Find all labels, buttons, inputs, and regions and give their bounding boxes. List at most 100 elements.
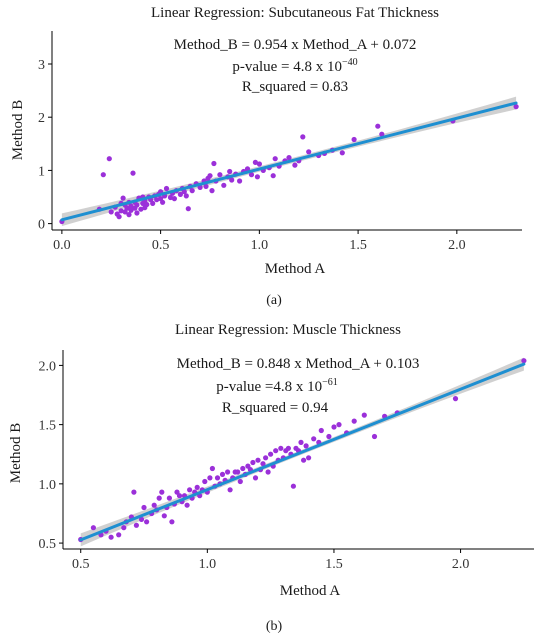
data-point — [203, 183, 209, 189]
chart-b-y-label: Method B — [8, 423, 24, 483]
data-point — [160, 199, 166, 205]
data-point — [90, 525, 96, 531]
x-tick-label: 2.0 — [448, 238, 466, 253]
data-point — [161, 513, 167, 519]
data-point — [255, 457, 261, 463]
data-point — [270, 173, 276, 179]
data-point — [163, 185, 170, 192]
data-point — [128, 207, 134, 213]
chart-b: Linear Regression: Muscle Thickness Meth… — [8, 322, 534, 634]
chart-a-pvalue-exponent: −40 — [342, 57, 358, 68]
data-point — [521, 358, 527, 364]
data-point — [375, 123, 381, 129]
data-point — [176, 493, 183, 499]
data-point — [237, 178, 243, 184]
chart-b-x-label: Method A — [280, 583, 341, 599]
data-point — [159, 489, 165, 495]
x-tick-label: 0.5 — [72, 557, 90, 572]
data-point — [227, 487, 233, 493]
chart-a-x-label: Method A — [265, 261, 326, 277]
data-point — [371, 433, 378, 440]
data-point — [134, 202, 140, 208]
data-point — [361, 412, 367, 418]
x-tick-label: 1.0 — [251, 238, 269, 253]
data-point — [300, 134, 306, 140]
data-point — [108, 534, 114, 540]
x-tick-label: 0.5 — [152, 238, 170, 253]
data-point — [306, 455, 312, 461]
data-point — [235, 469, 241, 475]
y-tick-label: 1.5 — [39, 419, 57, 434]
data-point — [286, 155, 292, 161]
y-tick-label: 0 — [38, 218, 45, 233]
data-point — [219, 471, 226, 477]
y-tick-label: 1 — [38, 164, 45, 179]
chart-b-fit-line — [79, 362, 526, 542]
data-point — [292, 162, 298, 168]
y-tick-label: 3 — [38, 58, 45, 73]
chart-a-title: Linear Regression: Subcutaneous Fat Thic… — [151, 5, 439, 21]
data-point — [254, 174, 260, 180]
data-point — [100, 172, 106, 178]
chart-a-annotation: Method_B = 0.954 x Method_A + 0.072 p-va… — [174, 37, 417, 95]
data-point — [154, 197, 160, 203]
chart-b-ticks: 0.5 1.0 1.5 2.0 0.5 1.0 1.5 2.0 — [39, 359, 470, 572]
data-point — [194, 484, 200, 490]
caption-b: (b) — [266, 619, 283, 634]
data-point — [144, 519, 150, 525]
chart-a-y-label: Method B — [10, 100, 26, 160]
data-point — [217, 172, 223, 178]
data-point — [290, 483, 296, 489]
data-point — [116, 532, 122, 538]
data-point — [250, 459, 256, 466]
chart-b-title: Linear Regression: Muscle Thickness — [175, 322, 401, 338]
data-point — [211, 160, 217, 167]
chart-a-pvalue-text: p-value = 4.8 x 10 — [232, 59, 342, 75]
chart-a-equation: Method_B = 0.954 x Method_A + 0.072 — [174, 37, 417, 53]
data-point — [452, 396, 459, 402]
data-point — [134, 210, 140, 216]
data-point — [244, 166, 251, 172]
y-tick-label: 1.0 — [39, 478, 57, 493]
data-point — [256, 161, 262, 167]
y-tick-label: 2.0 — [39, 359, 57, 374]
data-point — [272, 156, 278, 162]
data-point — [209, 465, 215, 472]
data-point — [331, 424, 337, 430]
data-point — [138, 206, 144, 212]
x-tick-label: 0.0 — [53, 238, 71, 253]
data-point — [268, 451, 274, 457]
data-point — [108, 209, 114, 215]
data-point — [248, 172, 255, 178]
data-point — [336, 422, 342, 428]
data-point — [187, 487, 193, 493]
chart-a-pvalue: p-value = 4.8 x 10−40 — [232, 57, 357, 75]
data-point — [252, 159, 258, 165]
data-point — [124, 205, 130, 211]
data-point — [351, 418, 357, 424]
data-point — [167, 194, 174, 201]
data-point — [207, 475, 213, 481]
chart-a-ticks: 0.0 0.5 1.0 1.5 2.0 0 1 2 3 — [38, 58, 466, 253]
chart-b-rsquared: R_squared = 0.94 — [222, 400, 329, 416]
data-point — [351, 136, 357, 143]
data-point — [298, 439, 304, 445]
y-tick-label: 0.5 — [39, 537, 57, 552]
data-point — [116, 214, 122, 220]
data-point — [265, 469, 271, 475]
chart-b-pvalue-text: p-value =4.8 x 10 — [216, 379, 322, 395]
data-point — [285, 445, 291, 451]
data-point — [306, 149, 312, 155]
data-point — [131, 489, 137, 495]
data-point — [237, 478, 243, 485]
data-point — [150, 200, 156, 206]
data-point — [229, 177, 235, 183]
x-tick-label: 1.5 — [325, 557, 343, 572]
caption-a: (a) — [266, 293, 282, 308]
data-point — [225, 469, 231, 475]
data-point — [183, 193, 189, 199]
data-point — [326, 433, 332, 440]
data-point — [263, 455, 269, 461]
x-tick-label: 1.5 — [349, 238, 367, 253]
chart-a-fit-line — [60, 101, 518, 222]
